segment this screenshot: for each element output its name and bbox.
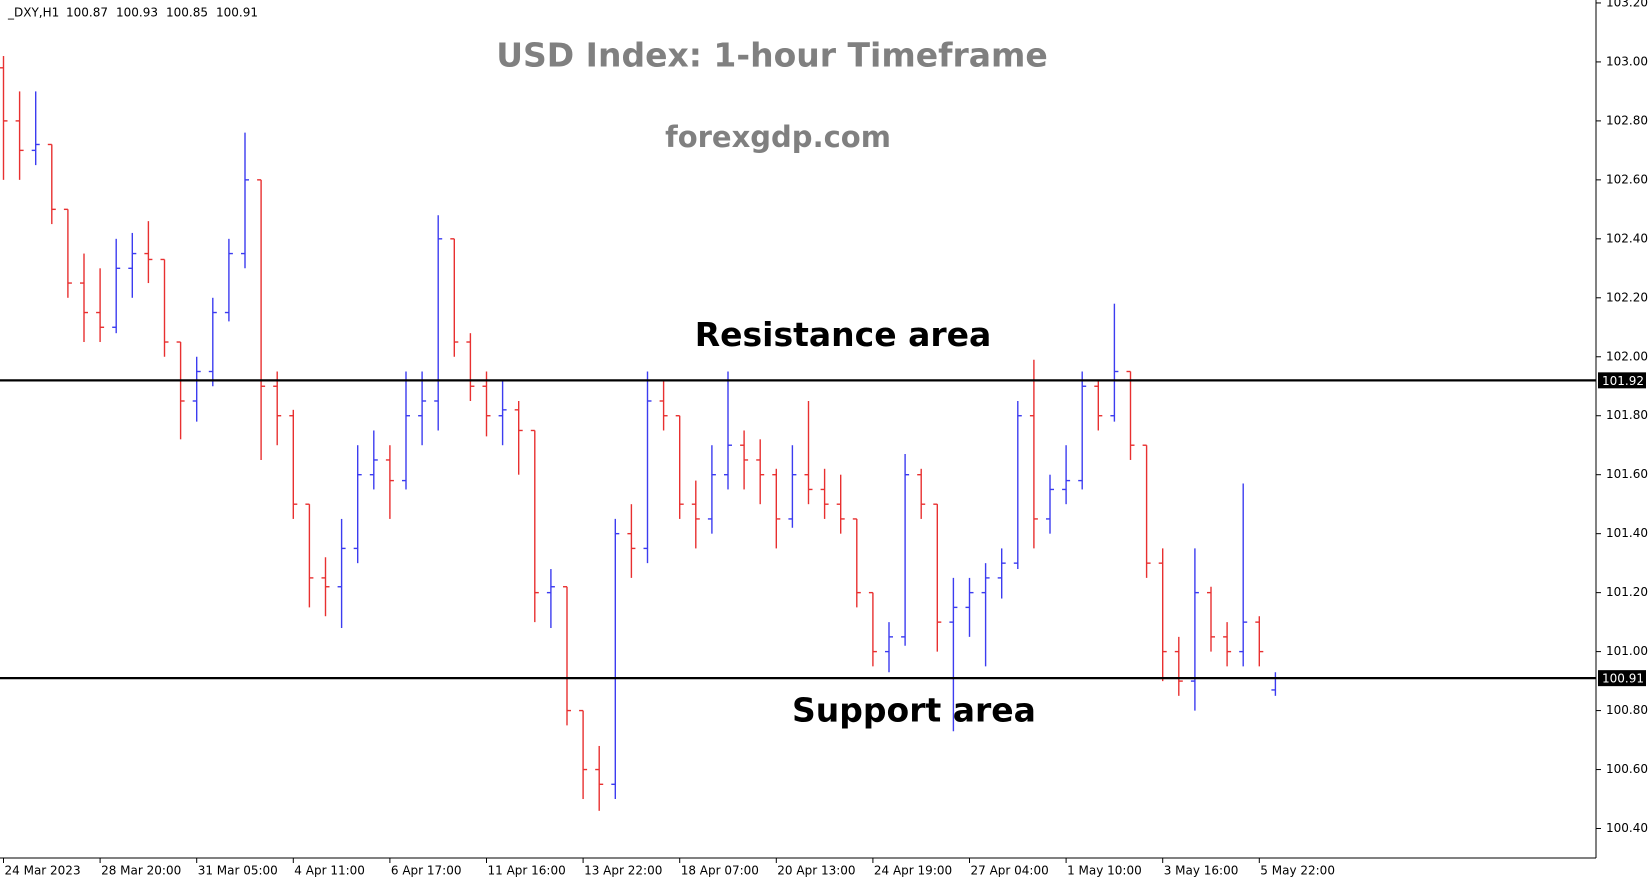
x-tick-label: 24 Mar 2023	[5, 864, 81, 878]
chart-subtitle: forexgdp.com	[665, 120, 891, 154]
y-tick-label: 101.20	[1606, 585, 1648, 599]
y-tick-label: 102.40	[1606, 231, 1648, 245]
y-tick-label: 101.60	[1606, 467, 1648, 481]
last-high: 100.93	[116, 6, 158, 20]
symbol: _DXY,H1	[7, 6, 59, 20]
last-low: 100.85	[166, 6, 208, 20]
x-tick-label: 4 Apr 11:00	[294, 864, 365, 878]
level-label-box	[1598, 670, 1646, 687]
x-tick-label: 6 Apr 17:00	[391, 864, 462, 878]
y-tick-label: 102.60	[1606, 172, 1648, 186]
y-tick-label: 101.40	[1606, 526, 1648, 540]
y-tick-label: 102.80	[1606, 113, 1648, 127]
y-tick-label: 100.60	[1606, 762, 1648, 776]
level-label: 101.92	[1602, 374, 1644, 388]
x-tick-label: 28 Mar 20:00	[101, 864, 181, 878]
y-tick-label: 102.00	[1606, 349, 1648, 363]
y-tick-label: 100.40	[1606, 821, 1648, 835]
y-tick-label: 102.20	[1606, 290, 1648, 304]
level-label-box	[1598, 372, 1646, 389]
y-tick-label: 101.00	[1606, 644, 1648, 658]
x-tick-label: 11 Apr 16:00	[488, 864, 566, 878]
last-close: 100.91	[216, 6, 258, 20]
y-tick-label: 103.00	[1606, 54, 1648, 68]
y-tick-label: 100.80	[1606, 703, 1648, 717]
x-tick-label: 1 May 10:00	[1067, 864, 1142, 878]
x-tick-label: 13 Apr 22:00	[584, 864, 662, 878]
y-tick-label: 103.20	[1606, 0, 1648, 9]
level-annotation: Support area	[792, 691, 1036, 730]
level-annotation: Resistance area	[695, 315, 992, 354]
chart-title: USD Index: 1-hour Timeframe	[496, 36, 1048, 75]
x-tick-label: 18 Apr 07:00	[681, 864, 759, 878]
y-tick-label: 101.80	[1606, 408, 1648, 422]
x-tick-label: 20 Apr 13:00	[777, 864, 855, 878]
x-tick-label: 3 May 16:00	[1164, 864, 1239, 878]
x-tick-label: 27 Apr 04:00	[971, 864, 1049, 878]
x-tick-label: 5 May 22:00	[1260, 864, 1335, 878]
level-label: 100.91	[1602, 672, 1644, 686]
last-open: 100.87	[66, 6, 108, 20]
x-tick-label: 24 Apr 19:00	[874, 864, 952, 878]
x-tick-label: 31 Mar 05:00	[198, 864, 278, 878]
